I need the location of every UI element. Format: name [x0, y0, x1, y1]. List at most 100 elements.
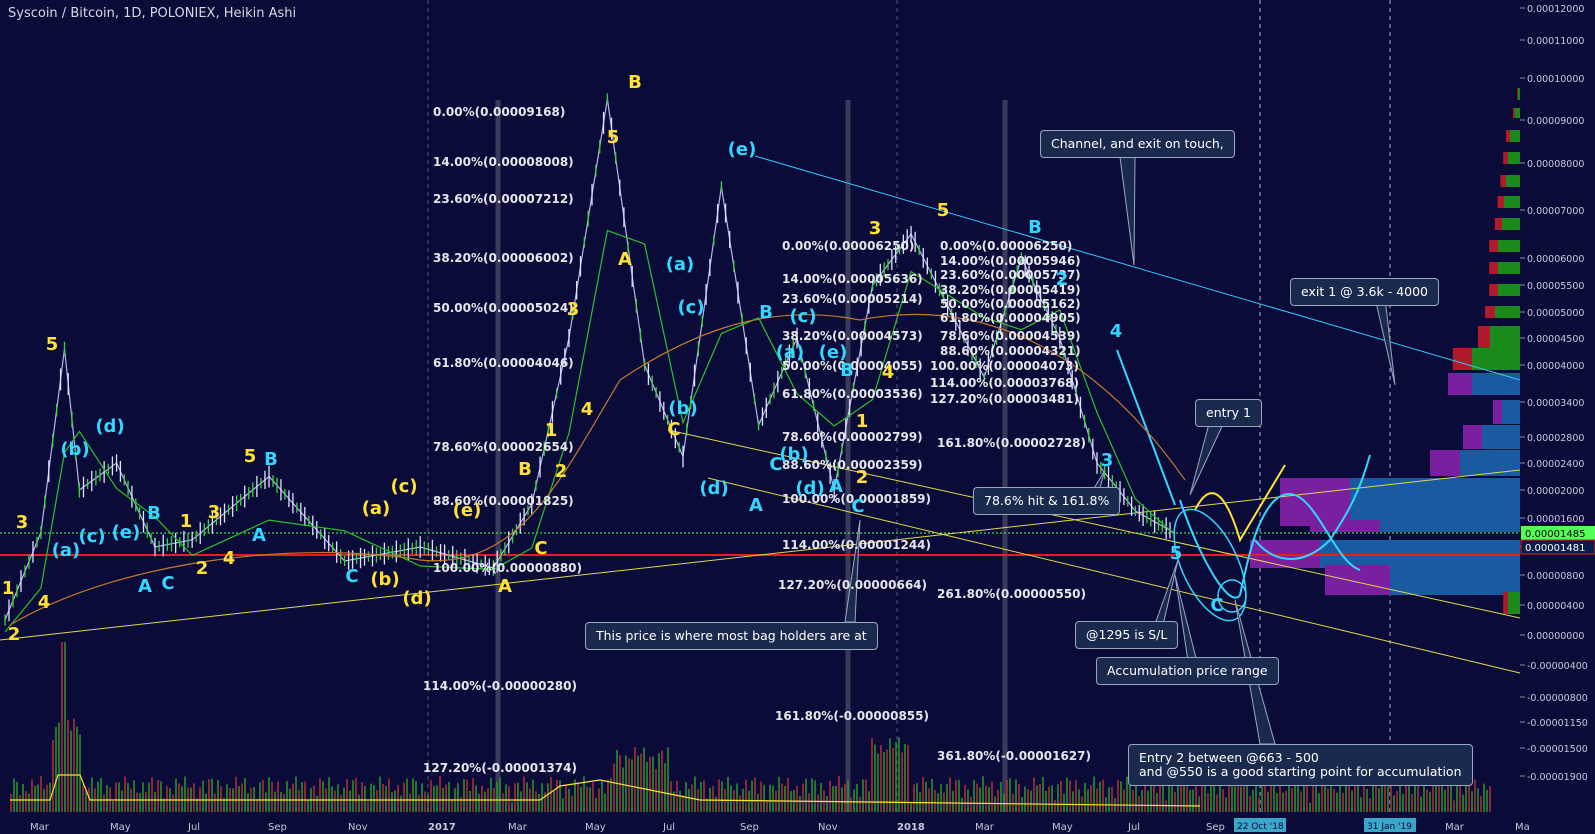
- volume-bar: [754, 777, 756, 812]
- volume-bar: [910, 803, 912, 812]
- volume-bar: [1477, 788, 1479, 812]
- wave-label: C: [534, 538, 547, 559]
- volume-bar: [1393, 795, 1395, 812]
- volume-bar: [520, 791, 522, 812]
- volume-bar: [160, 781, 162, 812]
- fib1-label: 14.00%(0.00008008): [433, 155, 574, 169]
- volume-bar: [517, 782, 519, 812]
- volume-bar: [373, 785, 375, 812]
- volume-bar: [76, 726, 78, 812]
- volume-bar: [208, 779, 210, 812]
- volume-bar: [817, 794, 819, 812]
- volume-bar: [1405, 780, 1407, 812]
- volume-bar: [1459, 781, 1461, 812]
- volume-bar: [1339, 784, 1341, 812]
- wave-label: 1: [180, 511, 193, 532]
- volume-bar: [235, 776, 237, 812]
- forecast-cyan-2: [1254, 454, 1371, 560]
- axis-panel: [1520, 0, 1595, 834]
- volume-bar: [697, 789, 699, 812]
- fib3-label: 361.80%(-0.00001627): [937, 749, 1091, 763]
- volume-bar: [820, 782, 822, 812]
- volume-bar: [667, 747, 669, 812]
- volume-bar: [871, 737, 873, 812]
- volume-bar: [676, 780, 678, 812]
- volume-bar: [925, 781, 927, 812]
- volume-bar: [424, 791, 426, 812]
- volume-bar: [631, 759, 633, 812]
- volume-bar: [490, 777, 492, 812]
- volume-bar: [1021, 796, 1023, 812]
- volume-bar: [664, 763, 666, 812]
- volume-bar: [856, 783, 858, 812]
- wave-label: 5: [937, 200, 950, 221]
- time-tick-label: Jul: [187, 822, 200, 833]
- volume-bar: [952, 790, 954, 812]
- fib-labels: 0.00%(0.00009168) 14.00%(0.00008008) 23.60…: [423, 105, 1091, 775]
- forecast-cyan-1: [1179, 492, 1361, 599]
- callout-sl: @1295 is S/L: [1075, 621, 1179, 649]
- volume-bar: [979, 787, 981, 812]
- volume-bar: [1315, 783, 1317, 812]
- volume-bar: [1216, 794, 1218, 812]
- wave-label: A: [138, 576, 152, 597]
- profile-bar: [1498, 240, 1520, 252]
- volume-bar: [1420, 796, 1422, 812]
- volume-bar: [418, 794, 420, 812]
- volume-bar: [535, 791, 537, 812]
- callout-channel: Channel, and exit on touch,: [1040, 130, 1235, 158]
- volume-bar: [577, 783, 579, 812]
- axis-tick-label: 0.00002000: [1527, 486, 1584, 497]
- volume-bar: [1180, 783, 1182, 812]
- volume-bar: [1069, 780, 1071, 812]
- volume-bar: [157, 780, 159, 812]
- volume-bar: [1045, 790, 1047, 812]
- volume-bar: [301, 782, 303, 812]
- volume-bar: [238, 785, 240, 812]
- volume-bar: [727, 776, 729, 812]
- volume-bar: [1012, 793, 1014, 812]
- volume-bar: [496, 781, 498, 812]
- volume-bar: [148, 782, 150, 812]
- volume-bar: [1066, 777, 1068, 812]
- volume-bar: [757, 793, 759, 812]
- volume-bar: [1207, 793, 1209, 812]
- volume-bar: [1366, 788, 1368, 812]
- volume-bar: [931, 778, 933, 812]
- volume-bar: [826, 795, 828, 812]
- time-tick-label: Ma: [1515, 822, 1530, 833]
- date-marker-label: 31 Jan '19: [1367, 822, 1412, 832]
- volume-bar: [433, 786, 435, 812]
- volume-bar: [283, 793, 285, 812]
- volume-profile: [1250, 88, 1520, 614]
- volume-bar: [1132, 789, 1134, 812]
- volume-bar: [478, 793, 480, 812]
- volume-bar: [1273, 783, 1275, 812]
- axis-tick-label: 0.00005500: [1527, 281, 1584, 292]
- volume-bar: [1084, 782, 1086, 812]
- volume-bar: [247, 793, 249, 812]
- wave-label: (b): [779, 444, 808, 465]
- volume-bar: [421, 783, 423, 812]
- volume-bar: [1276, 793, 1278, 812]
- accumulation-ellipse: [1173, 508, 1247, 622]
- wave-label: 4: [581, 399, 594, 420]
- volume-bar: [643, 747, 645, 812]
- volume-bar: [553, 791, 555, 812]
- profile-bar-value-area: [1430, 450, 1460, 476]
- volume-bar: [1177, 777, 1179, 812]
- volume-bar: [1228, 781, 1230, 812]
- volume-bar: [1348, 777, 1350, 812]
- time-axis-panel: [0, 812, 1520, 834]
- volume-bar: [196, 798, 198, 812]
- volume-bar: [19, 795, 21, 812]
- current-price-badge: [1521, 526, 1595, 540]
- volume-bar: [799, 795, 801, 812]
- volume-bar: [1018, 783, 1020, 812]
- wave-label: (c): [390, 476, 417, 497]
- volume-bar: [1378, 788, 1380, 812]
- profile-bar: [1495, 306, 1520, 318]
- volume-bar: [193, 783, 195, 812]
- volume-bar: [1270, 777, 1272, 812]
